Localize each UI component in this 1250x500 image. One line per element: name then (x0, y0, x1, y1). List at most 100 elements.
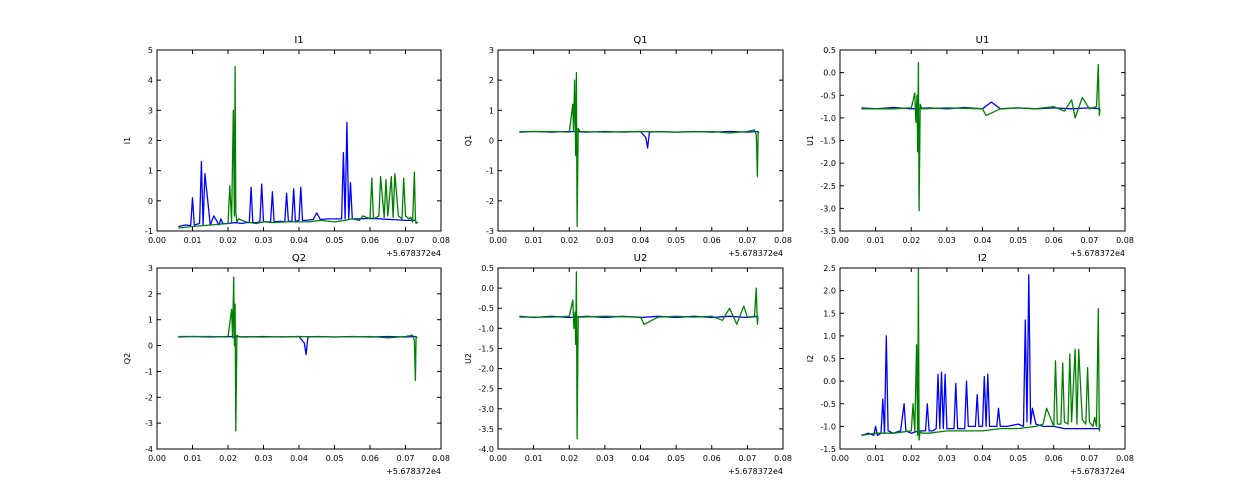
y-axis-label: Q2 (123, 353, 132, 364)
x-tick-label: 0.06 (361, 236, 379, 245)
x-tick-label: 0.08 (1116, 236, 1134, 245)
x-offset-label: +5.678372e4 (1070, 467, 1125, 476)
y-axis-label: I1 (123, 137, 132, 144)
x-tick-label: 0.01 (525, 454, 543, 463)
y-tick-label: -1.5 (820, 445, 836, 454)
x-tick-label: 0.07 (738, 236, 756, 245)
x-tick-label: 0.00 (148, 454, 166, 463)
series-line-2 (519, 271, 759, 440)
y-tick-label: 0.0 (823, 69, 836, 78)
y-tick-label: 4 (148, 76, 153, 85)
x-tick-label: 0.03 (596, 236, 614, 245)
y-tick-label: 2 (489, 76, 494, 85)
y-tick-label: 2 (148, 137, 153, 146)
y-tick-label: 0.0 (481, 284, 494, 293)
x-tick-label: 0.08 (1116, 454, 1134, 463)
y-tick-label: 5 (148, 46, 153, 55)
subplot-grid: 0.00 0.01 0.02 0.03 0.04 0.05 0.06 0.07 0.08-101… (123, 35, 1134, 476)
y-tick-label: 0.5 (823, 46, 836, 55)
x-tick-label: 0.08 (432, 454, 450, 463)
x-tick-label: 0.05 (1009, 454, 1027, 463)
y-tick-label: -1.5 (478, 344, 494, 353)
y-tick-label: 3 (489, 46, 494, 55)
y-tick-label: -3.5 (478, 425, 494, 434)
y-tick-label: 1 (148, 167, 153, 176)
series-line-2 (178, 276, 418, 432)
y-tick-label: -1 (145, 367, 153, 376)
y-tick-label: -1 (145, 227, 153, 236)
y-tick-label: -1.0 (820, 114, 836, 123)
x-tick-label: 0.06 (1045, 454, 1063, 463)
x-tick-label: 0.02 (902, 236, 920, 245)
y-tick-label: 2.5 (823, 264, 836, 273)
subplot-u2: 0.00 0.01 0.02 0.03 0.04 0.05 0.06 0.07 0.08 -4.0… (464, 253, 792, 476)
panel-title: Q2 (292, 253, 306, 264)
y-tick-label: 0 (148, 197, 153, 206)
x-tick-label: 0.06 (703, 454, 721, 463)
subplot-i2: 0.00 0.01 0.02 0.03 0.04 0.05 0.06 0.07 0.08 -1.5… (806, 253, 1134, 476)
y-axis-label: U1 (806, 135, 815, 146)
y-tick-label: 0 (148, 342, 153, 351)
x-tick-label: 0.05 (667, 236, 685, 245)
y-tick-label: -3.5 (820, 227, 836, 236)
series-line-2 (519, 71, 760, 228)
y-tick-label: -2.5 (820, 182, 836, 191)
x-tick-label: 0.00 (831, 236, 849, 245)
x-tick-label: 0.01 (184, 236, 202, 245)
y-tick-label: 0.5 (481, 264, 494, 273)
y-tick-label: -2.5 (478, 385, 494, 394)
series-line-1 (178, 121, 417, 228)
panel-title: U2 (634, 253, 648, 264)
x-tick-label: 0.07 (1080, 236, 1098, 245)
x-tick-label: 0.05 (1009, 236, 1027, 245)
x-tick-label: 0.02 (902, 454, 920, 463)
y-tick-label: 2 (148, 290, 153, 299)
x-tick-label: 0.00 (489, 236, 507, 245)
x-tick-label: 0.07 (397, 454, 415, 463)
x-tick-label: 0.04 (290, 236, 308, 245)
x-tick-label: 0.06 (1045, 236, 1063, 245)
x-tick-label: 0.08 (774, 236, 792, 245)
x-tick-label: 0.08 (774, 454, 792, 463)
x-tick-label: 0.05 (326, 236, 344, 245)
panel-title: I2 (978, 253, 987, 264)
y-tick-label: -1 (486, 167, 494, 176)
x-tick-label: 0.03 (255, 454, 273, 463)
y-tick-label: 3 (148, 106, 153, 115)
x-tick-label: 0.02 (219, 236, 237, 245)
x-tick-label: 0.04 (632, 236, 650, 245)
subplot-i1: 0.00 0.01 0.02 0.03 0.04 0.05 0.06 0.07 0.08 -1 0 1… (123, 35, 450, 258)
y-tick-label: 0 (489, 137, 494, 146)
x-tick-label: 0.00 (489, 454, 507, 463)
y-tick-label: 1 (148, 316, 153, 325)
x-tick-label: 0.02 (219, 454, 237, 463)
y-tick-label: -2 (145, 393, 153, 402)
x-tick-label: 0.03 (255, 236, 273, 245)
y-tick-label: 1.0 (823, 332, 836, 341)
y-tick-label: -1.5 (820, 137, 836, 146)
x-tick-label: 0.05 (326, 454, 344, 463)
y-tick-label: 3 (148, 264, 153, 273)
panel-title: I1 (294, 35, 303, 46)
x-offset-label: +5.678372e4 (386, 249, 441, 258)
x-tick-label: 0.01 (525, 236, 543, 245)
y-tick-label: -2 (486, 197, 494, 206)
x-offset-label: +5.678372e4 (386, 467, 441, 476)
x-tick-label: 0.02 (560, 454, 578, 463)
y-tick-label: 1 (489, 106, 494, 115)
series-line-1 (861, 274, 1101, 437)
x-tick-label: 0.06 (361, 454, 379, 463)
x-tick-label: 0.01 (184, 454, 202, 463)
y-tick-label: -2.0 (820, 159, 836, 168)
x-offset-label: +5.678372e4 (1070, 249, 1125, 258)
subplot-q1: 0.00 0.01 0.02 0.03 0.04 0.05 0.06 0.07 0.08 -3 -2… (464, 35, 792, 258)
y-tick-label: 0.5 (823, 355, 836, 364)
y-tick-label: -1.0 (478, 324, 494, 333)
x-tick-label: 0.07 (1080, 454, 1098, 463)
y-tick-label: -3.0 (820, 204, 836, 213)
x-tick-label: 0.07 (738, 454, 756, 463)
x-tick-label: 0.00 (148, 236, 166, 245)
x-tick-label: 0.01 (867, 236, 885, 245)
y-tick-label: -1.0 (820, 422, 836, 431)
x-tick-label: 0.06 (703, 236, 721, 245)
